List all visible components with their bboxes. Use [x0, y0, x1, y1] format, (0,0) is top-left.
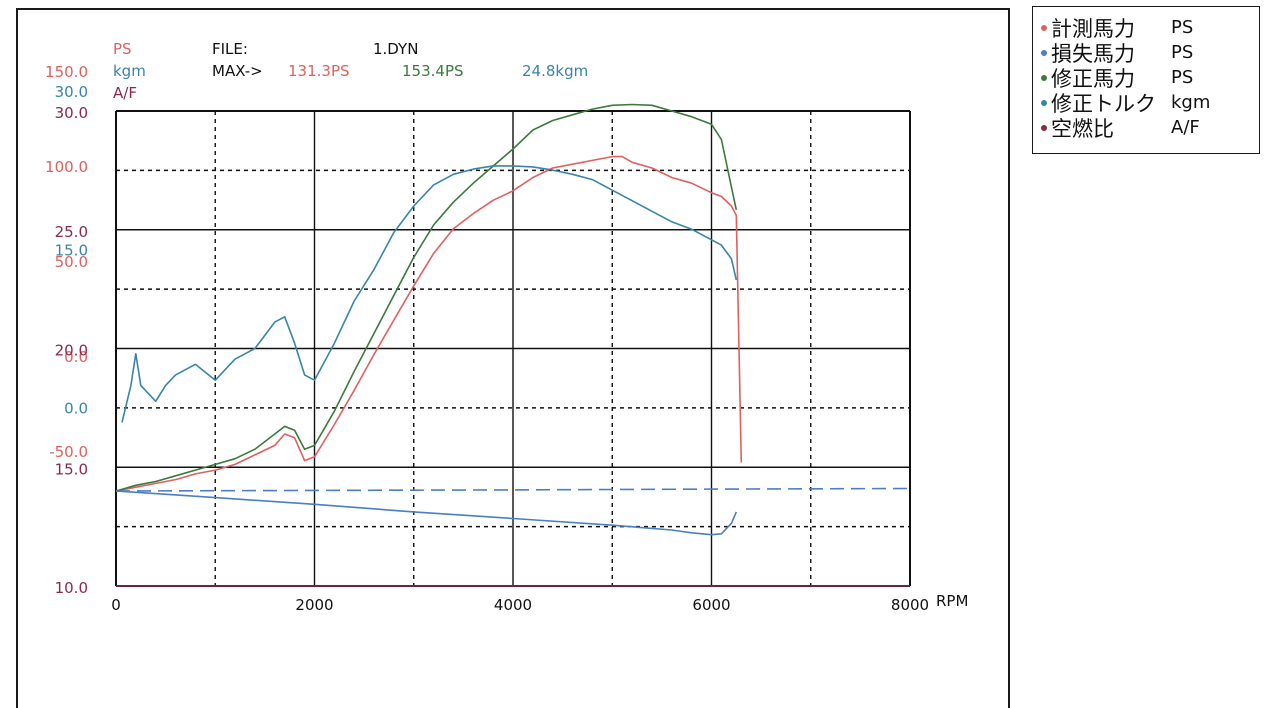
y-tick-label: 25.0 — [55, 223, 88, 241]
file-label: FILE: — [212, 40, 248, 58]
y-tick-label: 50.0 — [55, 253, 88, 271]
legend-item-unit: A/F — [1171, 117, 1200, 138]
y-tick-label: 15.0 — [55, 460, 88, 478]
series-line — [115, 487, 911, 492]
legend-item-name: 損失馬力 — [1051, 41, 1135, 66]
y-tick-label: 30.0 — [55, 83, 88, 101]
x-tick-label: 2000 — [295, 596, 333, 614]
y-tick-label: 100.0 — [45, 158, 88, 176]
legend-item-name: 修正馬力 — [1051, 66, 1135, 91]
series-line — [115, 490, 738, 536]
legend-dot — [1041, 99, 1047, 106]
legend-item: 修正馬力 PS — [1041, 65, 1259, 91]
max-torque-value: 24.8kgm — [522, 62, 589, 80]
legend-dot — [1041, 74, 1047, 81]
legend-item-name: 修正トルク — [1051, 91, 1156, 116]
legend-dot — [1041, 24, 1047, 31]
legend-item-name: 計測馬力 — [1051, 16, 1135, 41]
legend-item: 修正トルク kgm — [1041, 90, 1259, 116]
y-tick-label: 150.0 — [45, 63, 88, 81]
y-tick-label: -50.0 — [49, 443, 88, 461]
max-label: MAX-> — [212, 62, 263, 80]
legend-item-name: 空燃比 — [1051, 116, 1114, 141]
max-ps-value: 131.3PS — [288, 62, 350, 80]
legend-item-unit: kgm — [1171, 92, 1211, 113]
legend-dot — [1041, 124, 1047, 131]
series-line — [115, 103, 738, 492]
x-tick-label: 4000 — [494, 596, 532, 614]
y-tick-label: 0.0 — [64, 400, 88, 418]
legend-item-unit: PS — [1171, 17, 1194, 38]
x-tick-label: 6000 — [692, 596, 730, 614]
legend: 計測馬力 PS 損失馬力 PS 修正馬力 PS 修正トルク kgm 空燃比 A/… — [1032, 6, 1260, 154]
y-tick-label: 30.0 — [55, 104, 88, 122]
legend-item: 計測馬力 PS — [1041, 15, 1259, 41]
chart-frame — [16, 8, 1010, 708]
x-tick-label: 0 — [111, 596, 121, 614]
legend-item-unit: PS — [1171, 67, 1194, 88]
unit-kgm-label: kgm — [113, 62, 146, 80]
y-tick-label: 20.0 — [55, 342, 88, 360]
max-corrected-value: 153.4PS — [402, 62, 464, 80]
legend-item-unit: PS — [1171, 42, 1194, 63]
legend-item: 空燃比 A/F — [1041, 115, 1259, 141]
unit-af-label: A/F — [113, 84, 137, 102]
x-axis-label: RPM — [936, 592, 968, 610]
series-line — [121, 165, 738, 423]
y-tick-label: 15.0 — [55, 241, 88, 259]
file-name: 1.DYN — [373, 40, 419, 58]
y-tick-label: 10.0 — [55, 579, 88, 597]
unit-ps-label: PS — [113, 40, 132, 58]
series-line — [115, 155, 743, 492]
legend-item: 損失馬力 PS — [1041, 40, 1259, 66]
y-tick-label: 0.0 — [64, 348, 88, 366]
legend-dot — [1041, 49, 1047, 56]
x-tick-label: 8000 — [891, 596, 929, 614]
